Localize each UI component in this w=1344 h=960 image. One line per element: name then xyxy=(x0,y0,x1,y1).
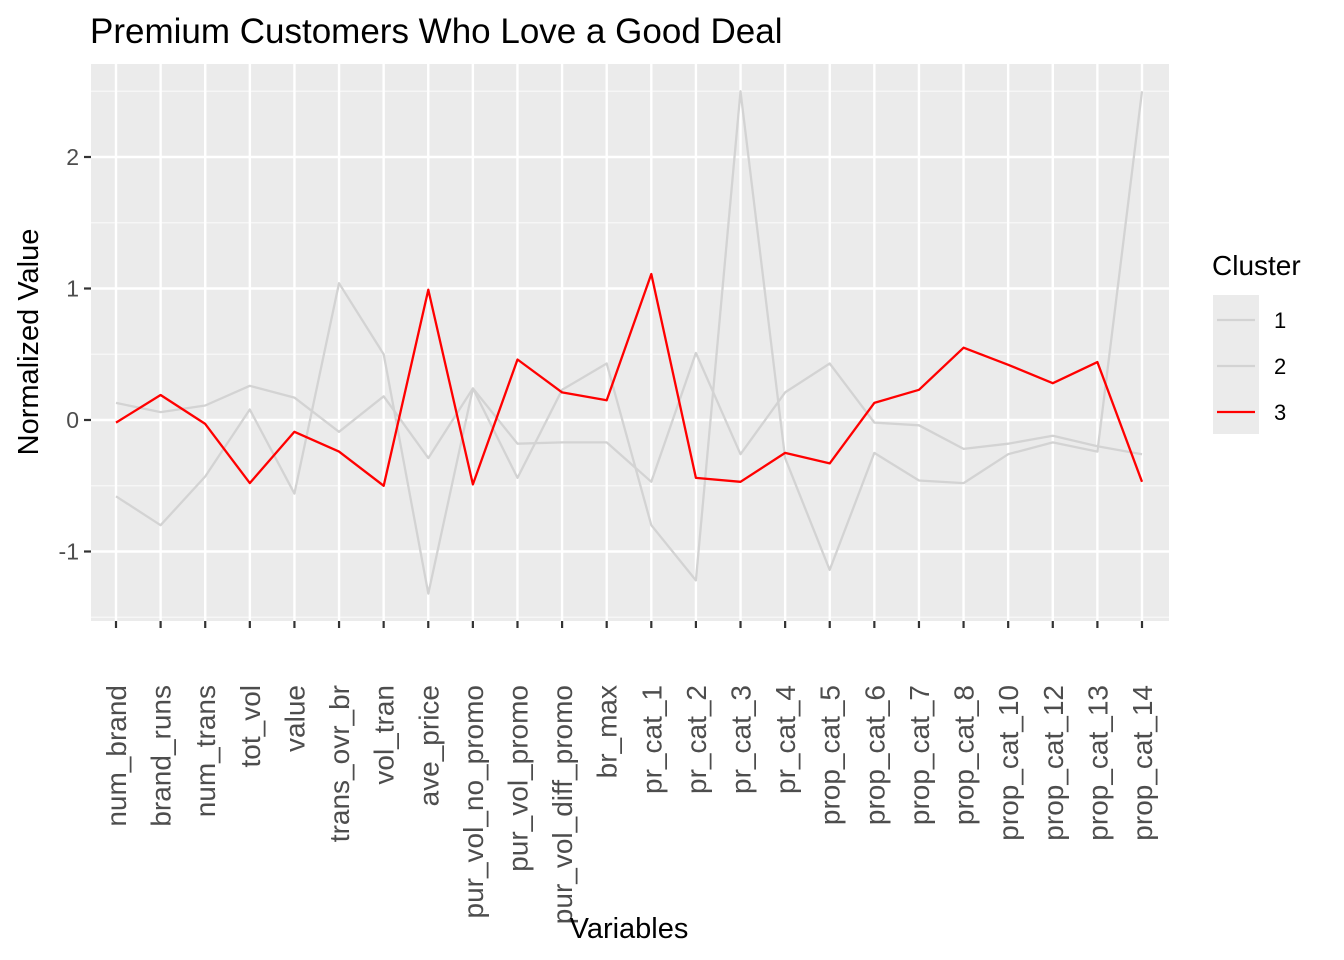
x-tick-label: num_brand xyxy=(101,685,132,827)
legend-key-background xyxy=(1213,295,1259,434)
x-tick-label: prop_cat_12 xyxy=(1038,685,1069,841)
x-tick-label: prop_cat_5 xyxy=(815,685,846,825)
x-tick-label: pur_vol_no_promo xyxy=(458,685,489,919)
x-tick-label: num_trans xyxy=(190,685,221,817)
x-tick-label: pr_cat_1 xyxy=(636,685,667,794)
x-tick-label: pr_cat_2 xyxy=(681,685,712,794)
x-tick-label: pr_cat_3 xyxy=(726,685,757,794)
x-axis-title: Variables xyxy=(570,913,689,945)
x-tick-label: ave_price xyxy=(413,685,444,806)
series-line-2 xyxy=(115,351,1143,483)
x-tick-label: pur_vol_diff_promo xyxy=(547,685,578,924)
legend-title: Cluster xyxy=(1212,250,1301,281)
x-tick-label: prop_cat_7 xyxy=(904,685,935,825)
y-axis: -1 0 1 2 xyxy=(59,144,91,565)
series-lines xyxy=(115,90,1144,595)
chart-title: Premium Customers Who Love a Good Deal xyxy=(90,12,783,51)
legend-label-2: 2 xyxy=(1274,354,1286,379)
grid-lines xyxy=(91,64,1169,621)
x-tick-label: value xyxy=(279,685,310,752)
legend-label-3: 3 xyxy=(1274,400,1286,425)
x-tick-label: pur_vol_promo xyxy=(503,685,534,872)
x-tick-label: prop_cat_14 xyxy=(1127,685,1158,841)
y-tick-label: 2 xyxy=(66,144,79,170)
y-tick-label: 0 xyxy=(66,407,79,433)
legend: Cluster 1 2 3 xyxy=(1212,250,1301,434)
x-tick-label: pr_cat_4 xyxy=(770,685,801,794)
y-tick-label: -1 xyxy=(59,539,79,565)
y-axis-title: Normalized Value xyxy=(13,229,45,456)
x-tick-label: prop_cat_13 xyxy=(1082,685,1113,841)
x-tick-label: br_max xyxy=(592,685,623,778)
series-line-3 xyxy=(115,272,1144,487)
x-axis: num_brand brand_runs num_trans tot_vol value… xyxy=(101,621,1158,924)
x-tick-label: vol_tran xyxy=(369,685,400,785)
x-tick-label: prop_cat_10 xyxy=(993,685,1024,841)
legend-label-1: 1 xyxy=(1274,308,1286,333)
series-line-1 xyxy=(115,90,1144,595)
x-tick-label: prop_cat_6 xyxy=(859,685,890,825)
x-tick-label: brand_runs xyxy=(146,685,177,827)
x-tick-label: prop_cat_8 xyxy=(949,685,980,825)
y-tick-label: 1 xyxy=(66,276,79,302)
x-tick-label: tot_vol xyxy=(235,685,266,768)
x-tick-label: trans_ovr_br xyxy=(324,685,355,842)
